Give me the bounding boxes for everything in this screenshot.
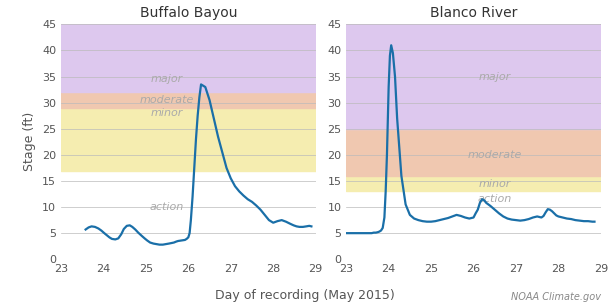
Text: major: major [479,72,511,82]
Text: NOAA Climate.gov: NOAA Climate.gov [511,292,601,302]
Text: Day of recording (May 2015): Day of recording (May 2015) [215,289,395,302]
Bar [61,24,315,92]
Text: minor: minor [479,178,511,188]
Text: moderate: moderate [140,95,195,105]
Y-axis label: Stage (ft): Stage (ft) [23,112,37,171]
Bar [346,129,601,176]
Text: major: major [151,74,183,84]
Bar [346,24,601,129]
Title: Blanco River: Blanco River [430,6,517,20]
Title: Buffalo Bayou: Buffalo Bayou [140,6,237,20]
Bar [61,108,315,170]
Bar [346,176,601,192]
Text: moderate: moderate [467,150,522,160]
Text: minor: minor [151,108,183,118]
Text: action: action [478,194,512,204]
Bar [61,92,315,108]
Text: action: action [150,202,184,212]
